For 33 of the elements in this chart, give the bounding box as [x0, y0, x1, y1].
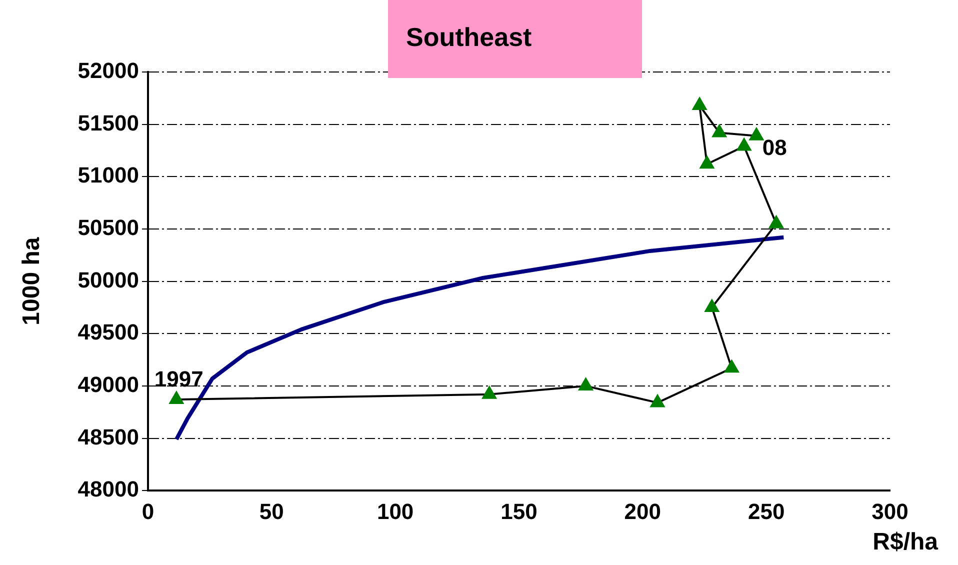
x-tick-label: 150: [500, 498, 538, 524]
chart-title: Southeast: [406, 22, 532, 52]
y-tick-label: 50500: [78, 215, 139, 240]
y-tick-label: 48000: [78, 476, 139, 502]
point: [704, 299, 719, 312]
point: [737, 138, 752, 151]
x-tick-label: 0: [142, 498, 154, 524]
point: [724, 360, 739, 373]
point: [712, 124, 726, 138]
point: [169, 392, 184, 404]
point: [749, 128, 764, 140]
x-tick-label: 250: [748, 498, 785, 524]
x-tick-label: 50: [259, 498, 284, 524]
y-tick-label: 50000: [78, 267, 139, 292]
y-tick-label: 51000: [78, 162, 139, 188]
annotation: 1997: [154, 366, 204, 392]
point: [769, 216, 784, 228]
x-axis-title: R$/ha: [872, 528, 939, 556]
y-axis-title: 1000 ha: [18, 236, 46, 326]
point: [650, 394, 665, 408]
y-tick-label: 48500: [78, 424, 139, 450]
point: [482, 386, 496, 399]
x-tick-label: 300: [872, 498, 908, 524]
point: [578, 378, 593, 390]
x-tick-label: 100: [376, 498, 414, 524]
y-tick-label: 49500: [78, 320, 139, 345]
y-tick-label: 52000: [78, 58, 139, 84]
y-tick-label: 51500: [78, 110, 139, 136]
x-tick-label: 200: [624, 498, 662, 524]
point: [692, 97, 707, 110]
point: [700, 156, 714, 169]
y-tick-label: 49000: [78, 372, 139, 398]
annotation: 08: [762, 134, 787, 160]
